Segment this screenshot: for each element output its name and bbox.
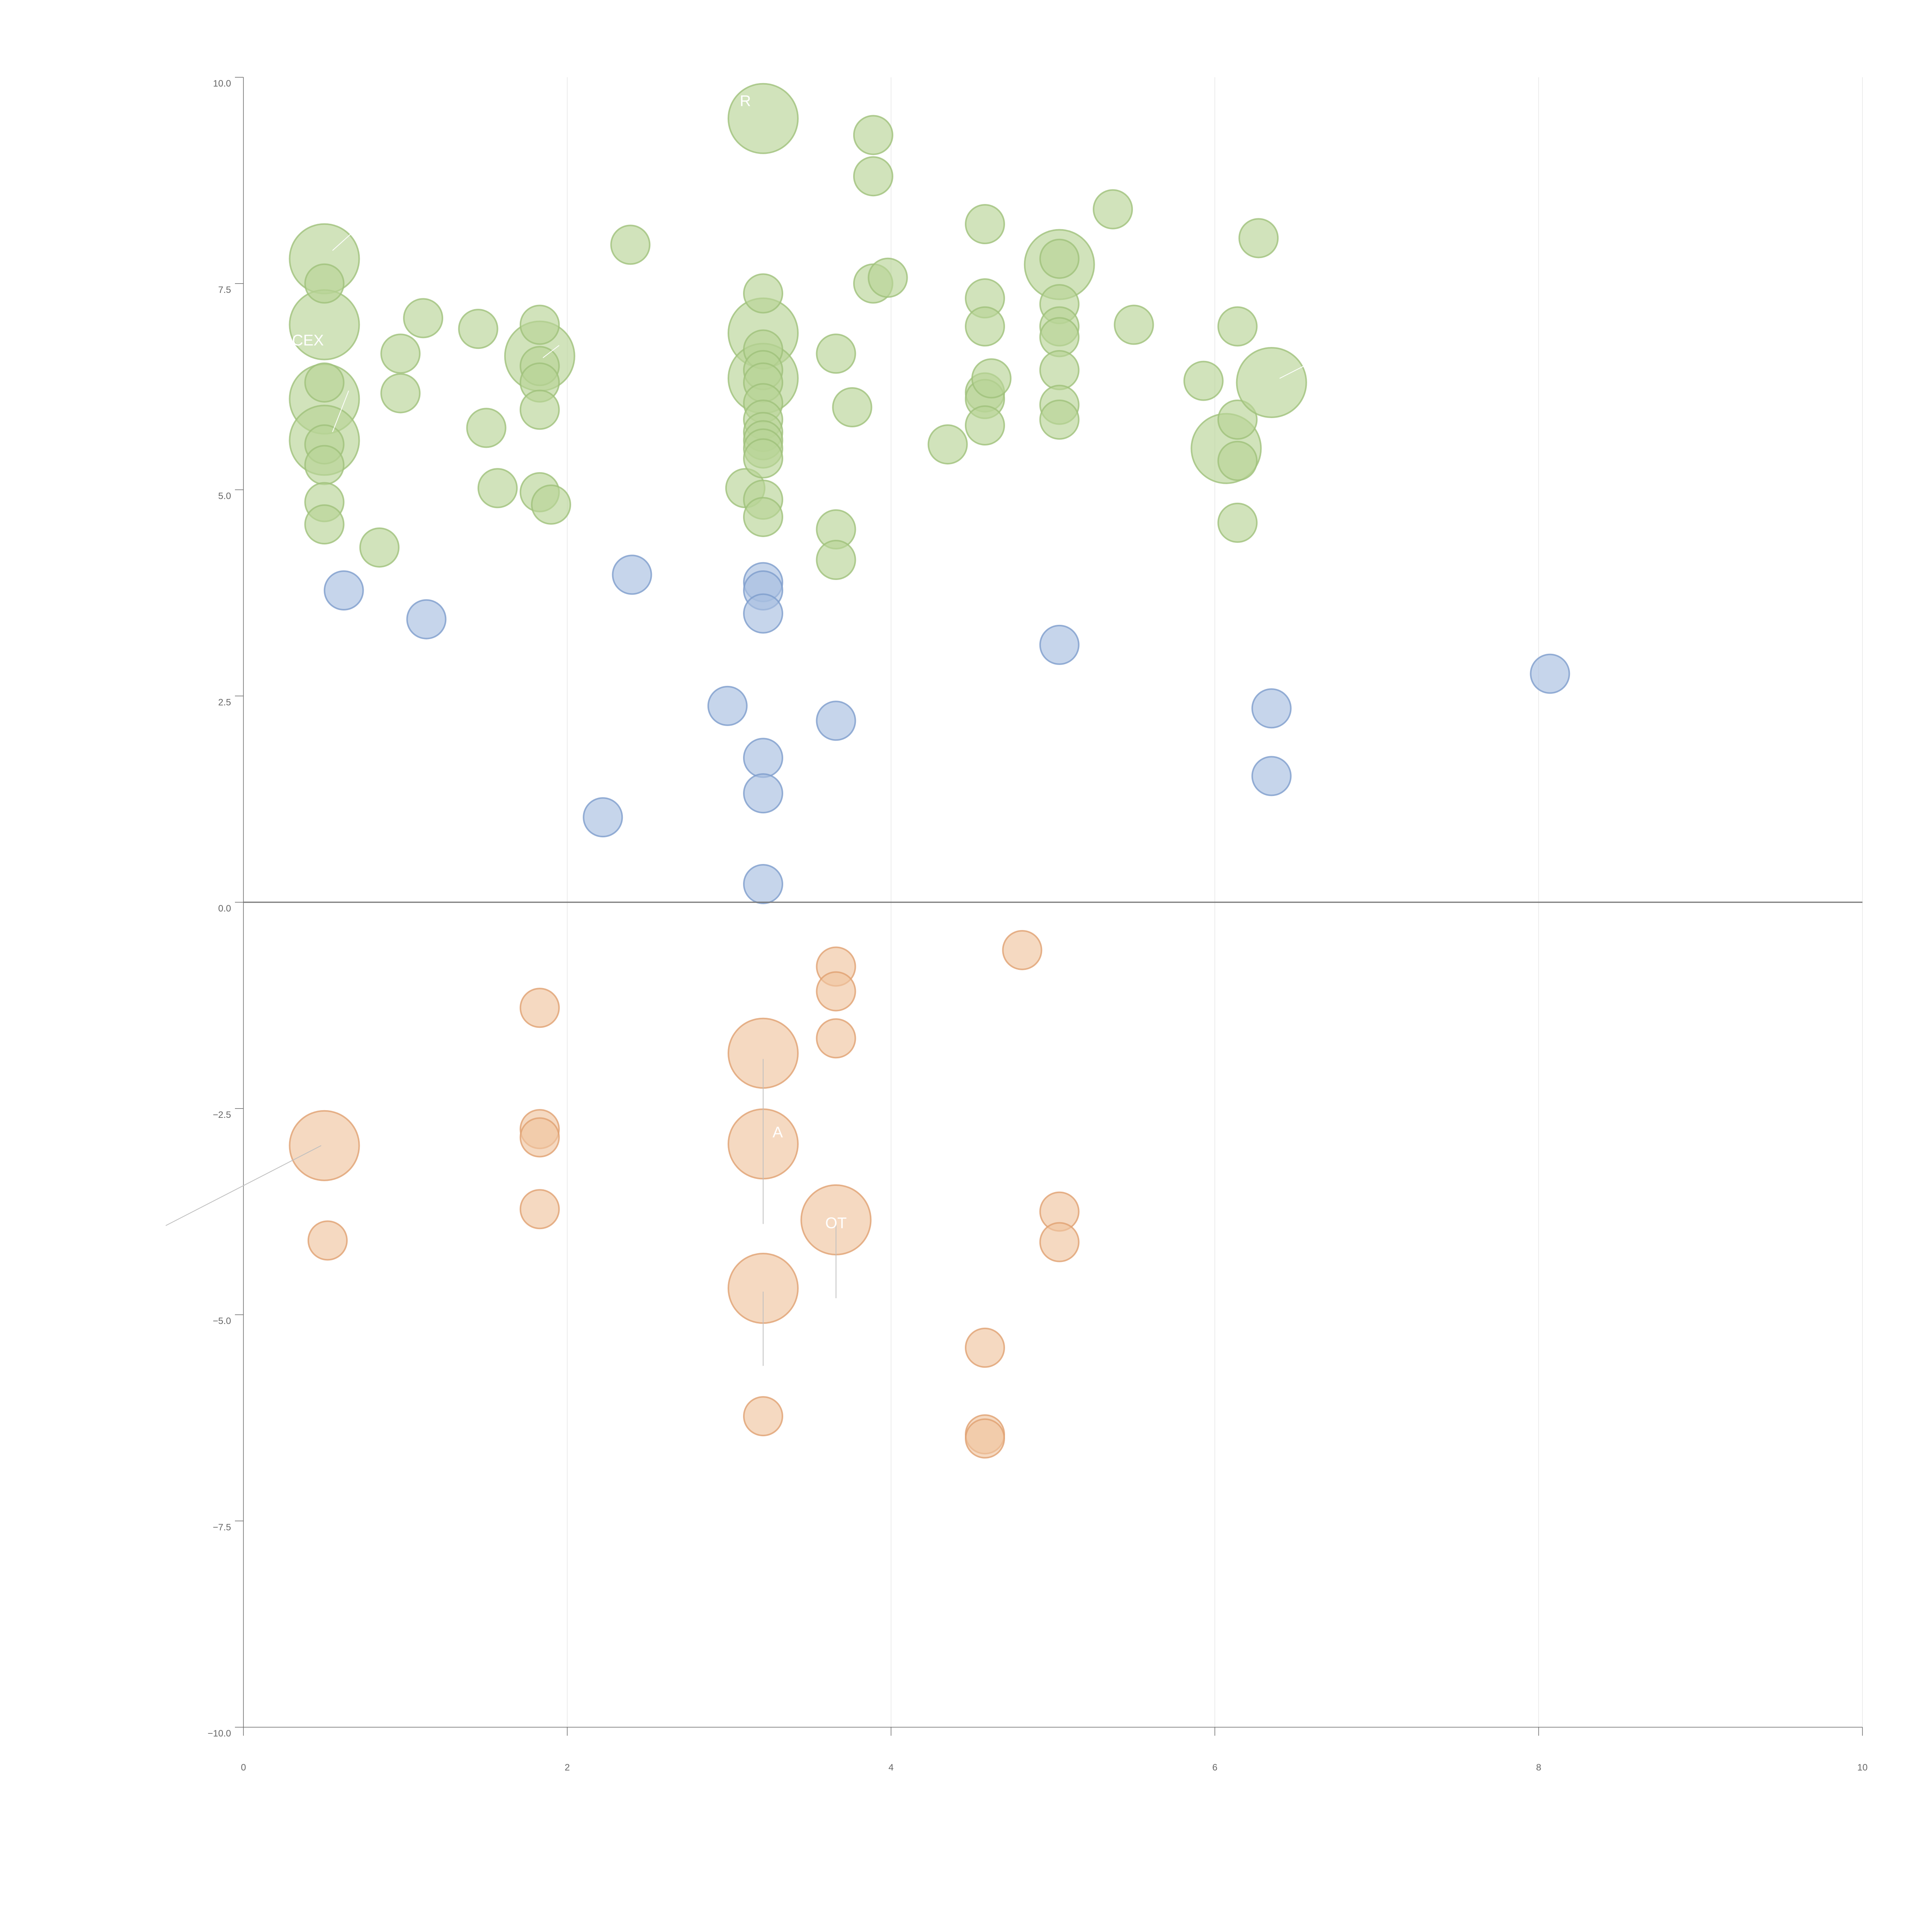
y-tick-label: 7.5 [218, 285, 231, 295]
bubble-high [403, 298, 444, 338]
bubble-high [927, 424, 968, 465]
bubble-mid [707, 685, 748, 726]
bubble-high [965, 204, 1005, 245]
axes: 10.0 7.5 5.0 2.5 0.0 −2.5 −5.0 −7.5 −10.0 0 2 4 6 8 10 [207, 77, 1867, 1773]
bubble-mid [323, 570, 364, 611]
bubble-high [359, 527, 400, 568]
bubble-high [477, 468, 518, 509]
bubble-mid [1251, 688, 1292, 729]
bubble-mid [743, 864, 783, 905]
bubble-high [743, 497, 783, 537]
bubble-low [519, 1117, 560, 1158]
bubbles [289, 83, 1570, 1459]
bubble-high [1039, 238, 1080, 279]
bubble-high [816, 333, 856, 374]
bubble-high [1217, 440, 1258, 481]
x-tick-label: 10 [1857, 1762, 1868, 1773]
annotation-leader [332, 390, 349, 432]
bubble-mid [406, 599, 447, 639]
y-tick-label: 10.0 [213, 78, 231, 89]
bubble-mid [743, 773, 783, 814]
leader-line [1279, 361, 1312, 379]
bubble-high [304, 263, 345, 304]
x-tick-label: 4 [888, 1762, 893, 1773]
bubble-low [816, 1018, 856, 1059]
bubble-high [727, 83, 799, 154]
y-tick-label: 0.0 [218, 903, 231, 914]
bubble-mid [816, 701, 856, 741]
bubble-high [519, 304, 560, 345]
bubble-high [304, 445, 345, 485]
bubble-low [965, 1327, 1005, 1368]
bubble-high [466, 408, 507, 448]
bubble-high [1217, 502, 1258, 543]
bubble-low [519, 1189, 560, 1230]
bubble-high [1114, 304, 1154, 345]
bubble-low [1039, 1222, 1080, 1262]
annotation-label: OT [825, 1214, 847, 1231]
bubble-high [380, 333, 421, 374]
y-tick-label: −5.0 [213, 1316, 231, 1327]
x-tick-label: 0 [241, 1762, 246, 1773]
bubble-high [743, 438, 783, 479]
bubble-high [458, 309, 498, 349]
bubble-mid [743, 738, 783, 778]
bubble-high [519, 389, 560, 430]
annotation-label: CEX [292, 332, 324, 349]
annotations: R CEX R A OT [165, 93, 1312, 1366]
annotation-leader [543, 345, 560, 358]
bubble-high [304, 362, 345, 403]
bubble-mid [583, 797, 623, 838]
bubble-high [304, 504, 345, 545]
bubble-high [867, 257, 908, 298]
bubble-high [1039, 400, 1080, 440]
bubble-high [965, 405, 1005, 446]
bubble-low [519, 988, 560, 1028]
x-tick-label: 8 [1536, 1762, 1541, 1773]
annotation-label: R [521, 431, 532, 448]
bubble-high [1183, 361, 1224, 401]
bubble-high [853, 156, 893, 197]
bubble-high [531, 484, 571, 525]
bubble-high [1217, 400, 1258, 440]
bubble-high [380, 373, 421, 413]
bubble-high [610, 224, 651, 265]
bubble-mid [612, 554, 652, 595]
bubble-high [1236, 347, 1307, 418]
x-tick-label: 6 [1212, 1762, 1217, 1773]
annotation-label: R [740, 93, 751, 110]
bubble-low [965, 1418, 1005, 1459]
bubble-high [816, 539, 856, 580]
bubble-high [1238, 218, 1279, 259]
bubble-low [743, 1396, 783, 1437]
bubble-low [1002, 930, 1043, 970]
bubble-high [743, 273, 783, 314]
bubble-low [289, 1110, 360, 1181]
bubble-high [965, 306, 1005, 347]
bubble-high [971, 358, 1012, 399]
bubble-high [1217, 306, 1258, 347]
bubble-mid [743, 593, 783, 634]
leader-line [165, 1145, 321, 1226]
bubble-high [1093, 189, 1133, 230]
bubble-high [1039, 350, 1080, 390]
bubble-mid [1251, 756, 1292, 796]
leader-line [332, 225, 361, 251]
bubble-mid [1530, 653, 1570, 694]
x-tick-label: 2 [565, 1762, 570, 1773]
y-tick-label: 5.0 [218, 491, 231, 502]
bubble-high [832, 387, 872, 427]
y-tick-label: −10.0 [207, 1728, 231, 1739]
bubble-low [307, 1220, 348, 1261]
y-tick-label: −7.5 [213, 1522, 231, 1532]
y-tick-label: 2.5 [218, 697, 231, 707]
bubble-high [853, 115, 893, 155]
bubble-mid [1039, 624, 1080, 665]
bubble-low [816, 971, 856, 1012]
y-tick-label: −2.5 [213, 1110, 231, 1120]
annotation-label: A [772, 1124, 783, 1141]
